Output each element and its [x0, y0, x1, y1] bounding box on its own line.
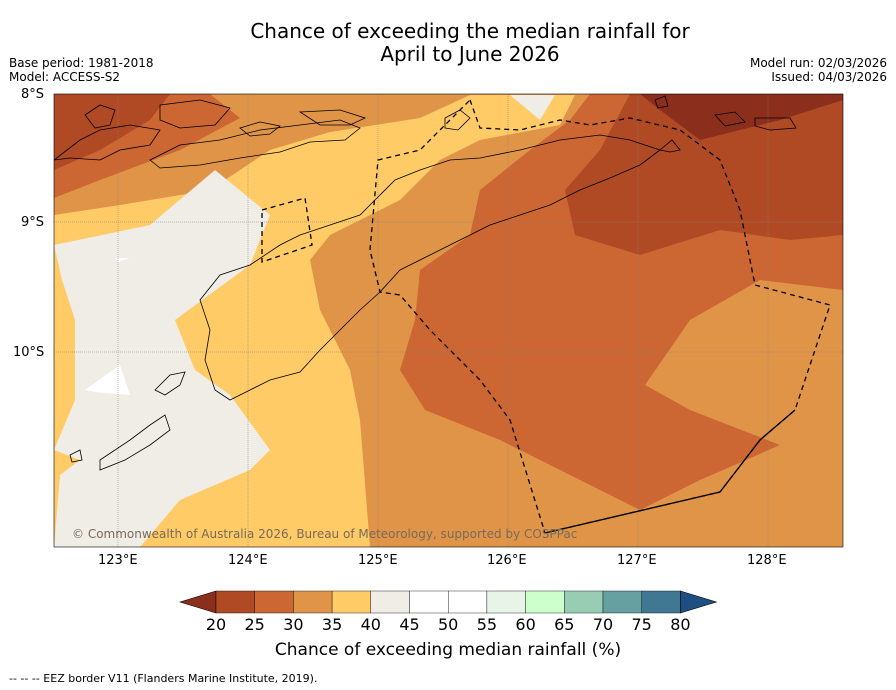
title-line-2: April to June 2026 — [380, 42, 560, 66]
colorbar-swatch-65-70 — [564, 590, 604, 614]
colorbar-tick-40: 40 — [360, 615, 381, 634]
colorbar-tick-20: 20 — [205, 615, 227, 634]
colorbar-swatch-20-25 — [215, 590, 255, 614]
contour-20-25-west — [54, 94, 170, 170]
colorbar-swatch-75-80 — [641, 590, 681, 614]
colorbar-swatch-60-65 — [525, 590, 565, 614]
colorbar-extend-high — [680, 590, 718, 614]
colorbar-label: Chance of exceeding median rainfall (%) — [274, 640, 622, 660]
colorbar-tick-80: 80 — [670, 615, 691, 634]
issued-date: Issued: 04/03/2026 — [771, 70, 887, 84]
colorbar-ticks: 20 25 30 35 40 45 50 55 60 65 70 75 80 — [0, 615, 896, 635]
contour-45-50-patch — [85, 365, 130, 395]
lon-label-125e: 125°E — [358, 553, 398, 568]
meta-left: Base period: 1981-2018 Model: ACCESS-S2 — [9, 56, 154, 84]
eez-border — [261, 98, 831, 534]
colorbar-tick-25: 25 — [244, 615, 265, 634]
title-line-1: Chance of exceeding the median rainfall … — [250, 19, 690, 43]
colorbar-swatch-40-45 — [370, 590, 410, 614]
copyright-notice: © Commonwealth of Australia 2026, Bureau… — [72, 527, 578, 541]
colorbar-swatch-50-55 — [448, 590, 488, 614]
colorbar-tick-70: 70 — [592, 615, 614, 634]
colorbar-swatch-30-35 — [293, 590, 333, 614]
model-run: Model run: 02/03/2026 — [749, 56, 887, 70]
colorbar-tick-60: 60 — [515, 615, 536, 634]
colorbar-swatch-25-30 — [254, 590, 294, 614]
chart-title: Chance of exceeding the median rainfall … — [0, 20, 896, 66]
lat-label-10s: 10°S — [13, 345, 45, 360]
colorbar-tick-50: 50 — [438, 615, 459, 634]
contour-below-20 — [640, 94, 843, 140]
contour-35-40-patch — [54, 450, 80, 547]
gridlines — [54, 94, 843, 547]
colorbar-tick-55: 55 — [476, 615, 498, 634]
colorbar-tick-45: 45 — [399, 615, 420, 634]
lon-label-126e: 126°E — [487, 553, 527, 568]
contour-45-50-dot — [115, 258, 130, 262]
lon-label-127e: 127°E — [617, 553, 657, 568]
colorbar — [178, 590, 718, 614]
colorbar-tick-30: 30 — [283, 615, 304, 634]
contour-40-45-north — [510, 95, 555, 120]
base-period: Base period: 1981-2018 — [9, 56, 154, 70]
contour-20-25-east — [565, 94, 843, 255]
lon-label-123e: 123°E — [98, 553, 138, 568]
lon-label-128e: 128°E — [747, 553, 787, 568]
map-frame — [53, 93, 844, 548]
lat-label-9s: 9°S — [21, 215, 45, 230]
colorbar-tick-75: 75 — [631, 615, 652, 634]
colorbar-swatch-70-75 — [602, 590, 642, 614]
colorbar-swatch-55-60 — [486, 590, 526, 614]
coastlines — [54, 95, 797, 471]
colorbar-swatch-35-40 — [331, 590, 372, 614]
colorbar-tick-65: 65 — [554, 615, 575, 634]
colorbar-extend-low — [178, 590, 217, 614]
lat-label-8s: 8°S — [21, 87, 45, 102]
colorbar-tick-35: 35 — [321, 615, 343, 634]
lon-label-124e: 124°E — [228, 553, 268, 568]
colorbar-swatch-45-50 — [409, 590, 449, 614]
meta-right: Model run: 02/03/2026 Issued: 04/03/2026 — [750, 56, 887, 84]
eez-footnote: -- -- -- EEZ border V11 (Flanders Marine… — [9, 672, 318, 685]
map-area — [54, 94, 843, 547]
model-name: Model: ACCESS-S2 — [9, 70, 121, 84]
contour-40-45-west — [54, 170, 270, 547]
